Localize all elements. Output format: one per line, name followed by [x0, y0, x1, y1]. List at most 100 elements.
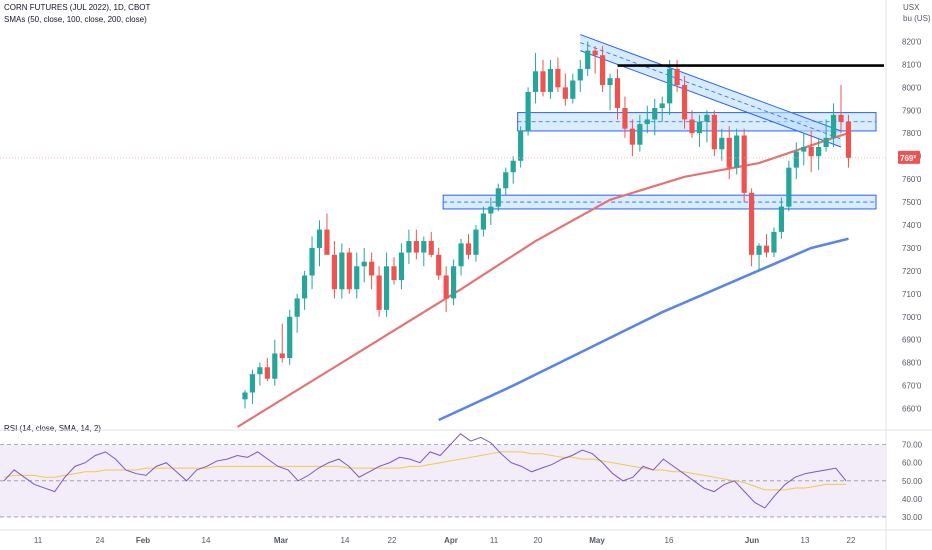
- price-tick-13: 690'0: [902, 336, 922, 345]
- candle-body-64: [719, 137, 725, 150]
- candle-body-81: [845, 121, 852, 158]
- candle-body-54: [644, 119, 650, 125]
- time-tick-11: 16: [665, 536, 674, 545]
- candle-body-60: [689, 119, 695, 134]
- unit-label: bu (US): [903, 14, 931, 23]
- candle-body-16: [361, 261, 367, 267]
- rsi-tick-3: 40.00: [902, 495, 923, 504]
- candle-body-51: [622, 108, 628, 129]
- candle-body-68: [749, 192, 755, 255]
- time-tick-3: 14: [202, 536, 211, 545]
- candle-body-18: [376, 275, 382, 310]
- candle-body-73: [786, 167, 792, 207]
- last-price-label: 769²: [900, 154, 916, 163]
- candle-body-42: [555, 69, 561, 88]
- candle-body-22: [406, 241, 412, 253]
- time-tick-10: May: [589, 536, 605, 545]
- candle-body-47: [592, 50, 598, 56]
- candle-body-23: [413, 241, 419, 253]
- time-tick-4: Mar: [274, 536, 288, 545]
- candle-body-58: [674, 69, 680, 86]
- rsi-line: [3, 433, 847, 509]
- candle-body-25: [428, 241, 434, 255]
- chart-title: CORN FUTURES (JUL 2022), 1D, CBOT: [4, 3, 151, 12]
- sma-legend: SMAs (50, close, 100, close, 200, close): [4, 15, 147, 24]
- price-tick-11: 710'0: [902, 290, 922, 299]
- candle-body-61: [696, 121, 703, 134]
- rsi-legend: RSI (14, close, SMA, 14, 2): [4, 424, 101, 433]
- price-tick-6: 760'0: [902, 175, 922, 184]
- price-tick-7: 750'0: [902, 198, 922, 207]
- candle-body-19: [383, 266, 390, 310]
- time-tick-13: 13: [801, 536, 810, 545]
- candle-body-31: [473, 229, 479, 255]
- candle-body-40: [540, 71, 546, 92]
- time-tick-7: Apr: [444, 536, 458, 545]
- candle-body-53: [637, 124, 643, 145]
- candle-body-46: [585, 50, 591, 69]
- time-tick-9: 20: [534, 536, 543, 545]
- time-tick-14: 22: [847, 536, 856, 545]
- price-tick-9: 730'0: [902, 244, 922, 253]
- candle-body-17: [369, 261, 375, 276]
- candle-body-70: [763, 245, 770, 253]
- candle-body-44: [570, 80, 576, 99]
- candle-body-15: [354, 266, 360, 290]
- price-tick-8: 740'0: [902, 221, 922, 230]
- candle-body-49: [607, 78, 613, 86]
- candle-body-8: [302, 275, 308, 299]
- price-tick-4: 780'0: [902, 129, 922, 138]
- time-tick-5: 14: [341, 536, 350, 545]
- time-axis[interactable]: 11 24 Feb 14 Mar 14 22 Apr 11 20 May 16 Jun 13 22: [0, 529, 932, 545]
- candle-body-36: [510, 160, 516, 173]
- candle-body-43: [562, 87, 568, 99]
- candle-body-65: [726, 137, 732, 168]
- candle-body-69: [756, 245, 762, 255]
- candle-body-34: [495, 188, 501, 207]
- candle-body-67: [741, 135, 747, 193]
- time-tick-1: 24: [96, 536, 105, 545]
- rsi-tick-2: 50.00: [902, 477, 923, 486]
- candle-body-41: [547, 69, 554, 92]
- candle-body-28: [451, 266, 457, 299]
- drawings-layer: [0, 64, 886, 159]
- price-tick-14: 680'0: [902, 359, 922, 368]
- sma100-line: [438, 237, 849, 422]
- sloped-channel-fill: [580, 34, 841, 147]
- candle-body-52: [629, 128, 635, 145]
- candle-body-75: [801, 147, 807, 152]
- currency-label: USX: [903, 3, 920, 12]
- candle-body-80: [838, 114, 844, 122]
- sma-layer: [236, 132, 849, 428]
- candle-body-11: [324, 229, 330, 255]
- candle-body-39: [532, 71, 539, 92]
- candle-body-9: [309, 247, 315, 276]
- candle-body-2: [257, 367, 263, 375]
- candle-body-37: [518, 130, 524, 161]
- last-price-badge: 769²: [898, 150, 920, 164]
- time-tick-8: 11: [490, 536, 499, 545]
- candle-body-10: [316, 229, 323, 248]
- candle-body-78: [823, 137, 829, 147]
- price-axis[interactable]: 820'0810'0800'0790'0780'0770'0760'0750'0…: [885, 0, 922, 550]
- candle-body-33: [488, 206, 494, 214]
- candle-body-3: [264, 367, 270, 379]
- price-tick-16: 660'0: [902, 405, 922, 414]
- candle-body-24: [421, 241, 427, 253]
- candle-body-0: [242, 392, 248, 400]
- candles-layer: [242, 41, 852, 409]
- candle-body-79: [830, 114, 837, 138]
- rsi-tick-4: 30.00: [902, 513, 923, 522]
- candle-body-1: [249, 374, 256, 393]
- candle-body-63: [711, 114, 717, 150]
- rsi-tick-0: 70.00: [902, 441, 923, 450]
- support-resistance-layer: [442, 34, 877, 210]
- candle-body-66: [734, 135, 740, 168]
- candle-body-38: [525, 91, 531, 131]
- rsi-tick-1: 60.00: [902, 459, 923, 468]
- candle-body-4: [272, 353, 278, 379]
- time-tick-2: Feb: [136, 536, 150, 545]
- candle-body-74: [793, 151, 799, 168]
- candle-body-77: [816, 147, 822, 157]
